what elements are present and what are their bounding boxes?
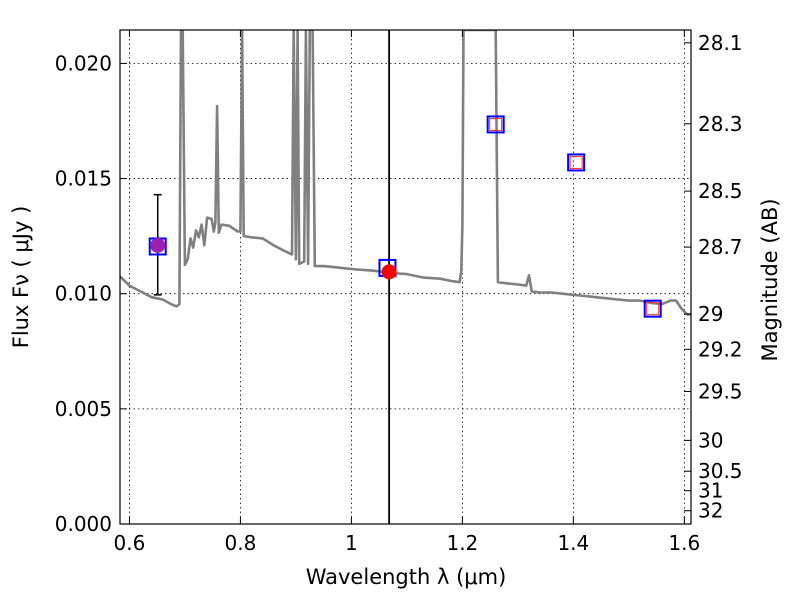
y-tick-label: 0.020 <box>55 51 112 75</box>
purple-point <box>150 237 166 253</box>
y2-tick-label: 28.1 <box>698 31 743 55</box>
y2-axis-title: Magnitude (AB) <box>758 198 782 361</box>
x-axis-title: Wavelength λ (μm) <box>306 565 507 589</box>
x-tick-label: 1.4 <box>557 531 589 555</box>
y2-tick-label: 31 <box>698 479 723 503</box>
y2-tick-label: 29 <box>698 302 723 326</box>
y2-tick-label: 28.7 <box>698 235 743 259</box>
y-tick-label: 0.005 <box>55 397 112 421</box>
y2-tick-label: 29.5 <box>698 379 743 403</box>
plot-frame <box>119 29 692 525</box>
y2-tick-label: 28.5 <box>698 179 743 203</box>
plot-area <box>120 30 691 524</box>
y2-tick-label: 28.3 <box>698 112 743 136</box>
small-red-square <box>569 155 583 169</box>
x-tick-label: 0.6 <box>114 531 146 555</box>
small-red-square <box>489 117 503 131</box>
x-tick-label: 0.8 <box>225 531 257 555</box>
blue-square <box>643 299 662 318</box>
red-point <box>381 264 397 280</box>
y2-tick-label: 30 <box>698 428 723 452</box>
marker-layer <box>148 115 662 318</box>
ticks-layer: 0.6 0.8 1 1.2 1.4 1.6 0.000 0.005 0.010 0.015 0.02… <box>55 30 743 555</box>
spectrum-line <box>120 30 691 316</box>
y-tick-label: 0.015 <box>55 167 112 191</box>
small-red-square <box>646 302 660 316</box>
x-tick-label: 1.6 <box>668 531 700 555</box>
blue-square <box>486 115 505 134</box>
y-tick-label: 0.000 <box>55 512 112 536</box>
y2-tick-label: 29.2 <box>698 337 743 361</box>
y2-tick-label: 32 <box>698 499 723 523</box>
x-tick-label: 1 <box>345 531 358 555</box>
y-tick-label: 0.010 <box>55 282 112 306</box>
y-axis-title: Flux Fν ( μJy ) <box>9 206 33 349</box>
y2-tick-label: 30.5 <box>698 459 743 483</box>
x-tick-label: 1.2 <box>446 531 478 555</box>
blue-square <box>567 153 586 172</box>
